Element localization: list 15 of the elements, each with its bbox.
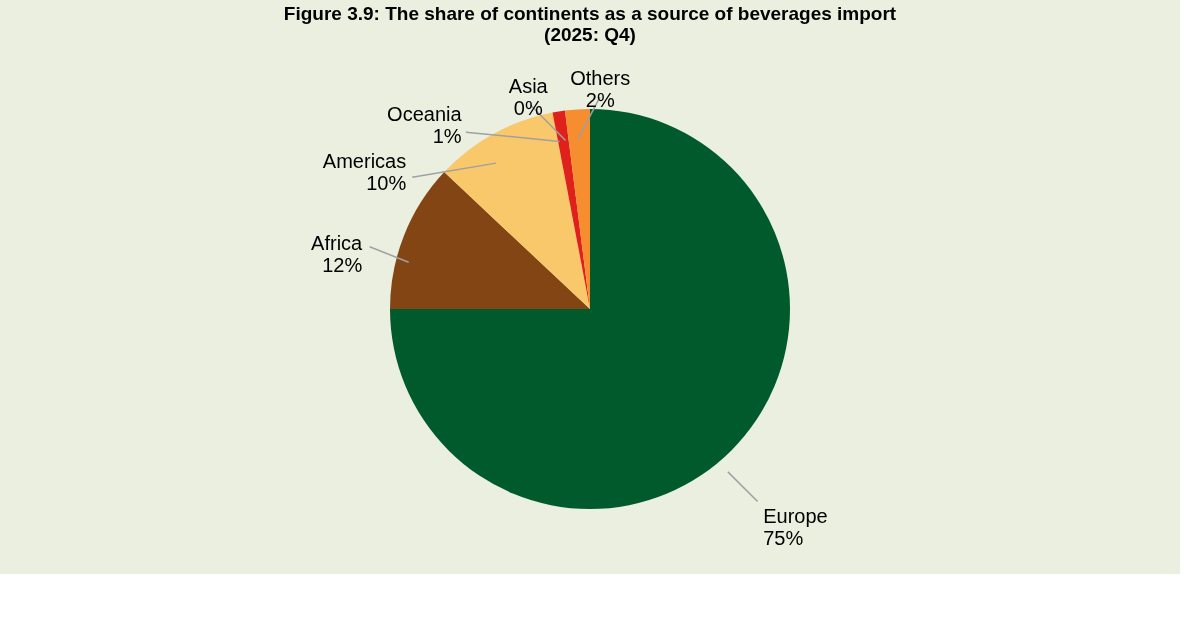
slice-label: Others: [570, 67, 631, 90]
data-label: 1%: [432, 125, 462, 148]
slice-label: Europe: [763, 505, 828, 528]
slice-label: Oceania: [387, 103, 463, 126]
data-label: 10%: [366, 171, 407, 194]
data-label: 12%: [322, 253, 363, 276]
text: Figure 3.9: The share of continents as a source of beverages import: [283, 3, 897, 24]
slice-label: Americas: [322, 149, 407, 172]
pie-slice: [552, 110, 590, 309]
text: 0%: [513, 96, 543, 119]
text: (2025: Q4): [544, 24, 636, 45]
slice-label: Africa: [311, 231, 364, 254]
category-label: Asia: [508, 74, 548, 97]
data-label: 75%: [763, 527, 804, 550]
data-label: 2%: [585, 89, 615, 112]
